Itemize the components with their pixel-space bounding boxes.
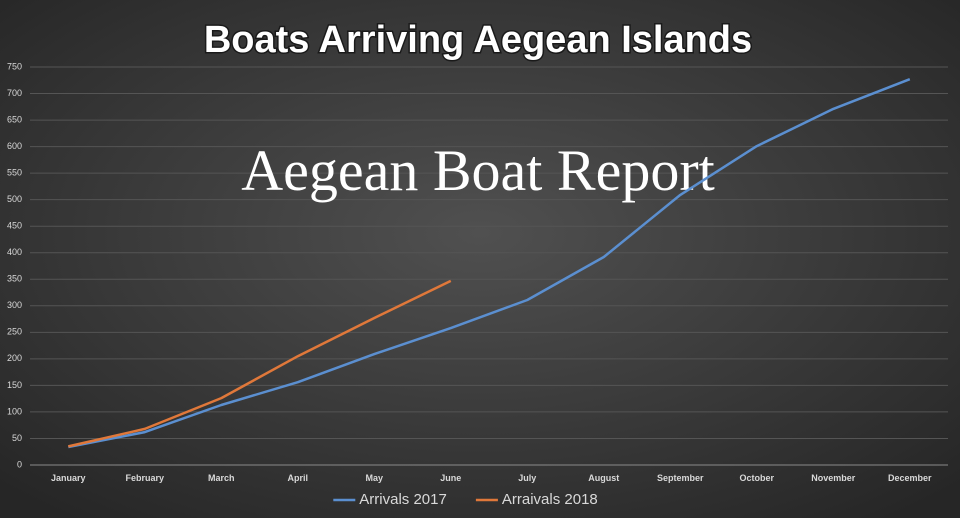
x-tick-label: November bbox=[811, 473, 856, 483]
legend-label: Arrivals 2017 bbox=[359, 491, 447, 508]
x-tick-label: December bbox=[888, 473, 932, 483]
x-tick-label: September bbox=[657, 473, 704, 483]
y-tick-label: 200 bbox=[7, 353, 22, 363]
x-tick-label: July bbox=[518, 473, 536, 483]
x-tick-label: October bbox=[739, 473, 774, 483]
y-tick-label: 450 bbox=[7, 221, 22, 231]
x-tick-label: February bbox=[125, 473, 164, 483]
y-tick-label: 250 bbox=[7, 327, 22, 337]
y-tick-label: 550 bbox=[7, 168, 22, 178]
y-tick-label: 750 bbox=[7, 61, 22, 71]
x-tick-label: March bbox=[208, 473, 235, 483]
y-tick-label: 50 bbox=[12, 433, 22, 443]
y-tick-label: 400 bbox=[7, 247, 22, 257]
y-tick-label: 650 bbox=[7, 114, 22, 124]
y-tick-label: 150 bbox=[7, 380, 22, 390]
line-series bbox=[68, 279, 452, 448]
watermark: Aegean Boat Report bbox=[241, 138, 715, 203]
x-tick-label: January bbox=[51, 473, 86, 483]
y-tick-label: 600 bbox=[7, 141, 22, 151]
y-tick-label: 0 bbox=[17, 459, 22, 469]
y-tick-label: 350 bbox=[7, 274, 22, 284]
x-tick-label: June bbox=[440, 473, 461, 483]
x-tick-label: May bbox=[365, 473, 383, 483]
y-tick-label: 300 bbox=[7, 300, 22, 310]
x-tick-label: April bbox=[287, 473, 308, 483]
line-series bbox=[68, 78, 911, 449]
x-tick-label: August bbox=[588, 473, 619, 483]
grid: 0 50 100 150 200 250 300 350 400 450 500 550 600 650 7… bbox=[7, 61, 948, 483]
y-tick-label: 100 bbox=[7, 406, 22, 416]
chart-title: Boats Arriving Aegean Islands bbox=[204, 19, 752, 61]
y-tick-label: 700 bbox=[7, 88, 22, 98]
y-tick-label: 500 bbox=[7, 194, 22, 204]
legend-label: Arraivals 2018 bbox=[502, 491, 598, 508]
